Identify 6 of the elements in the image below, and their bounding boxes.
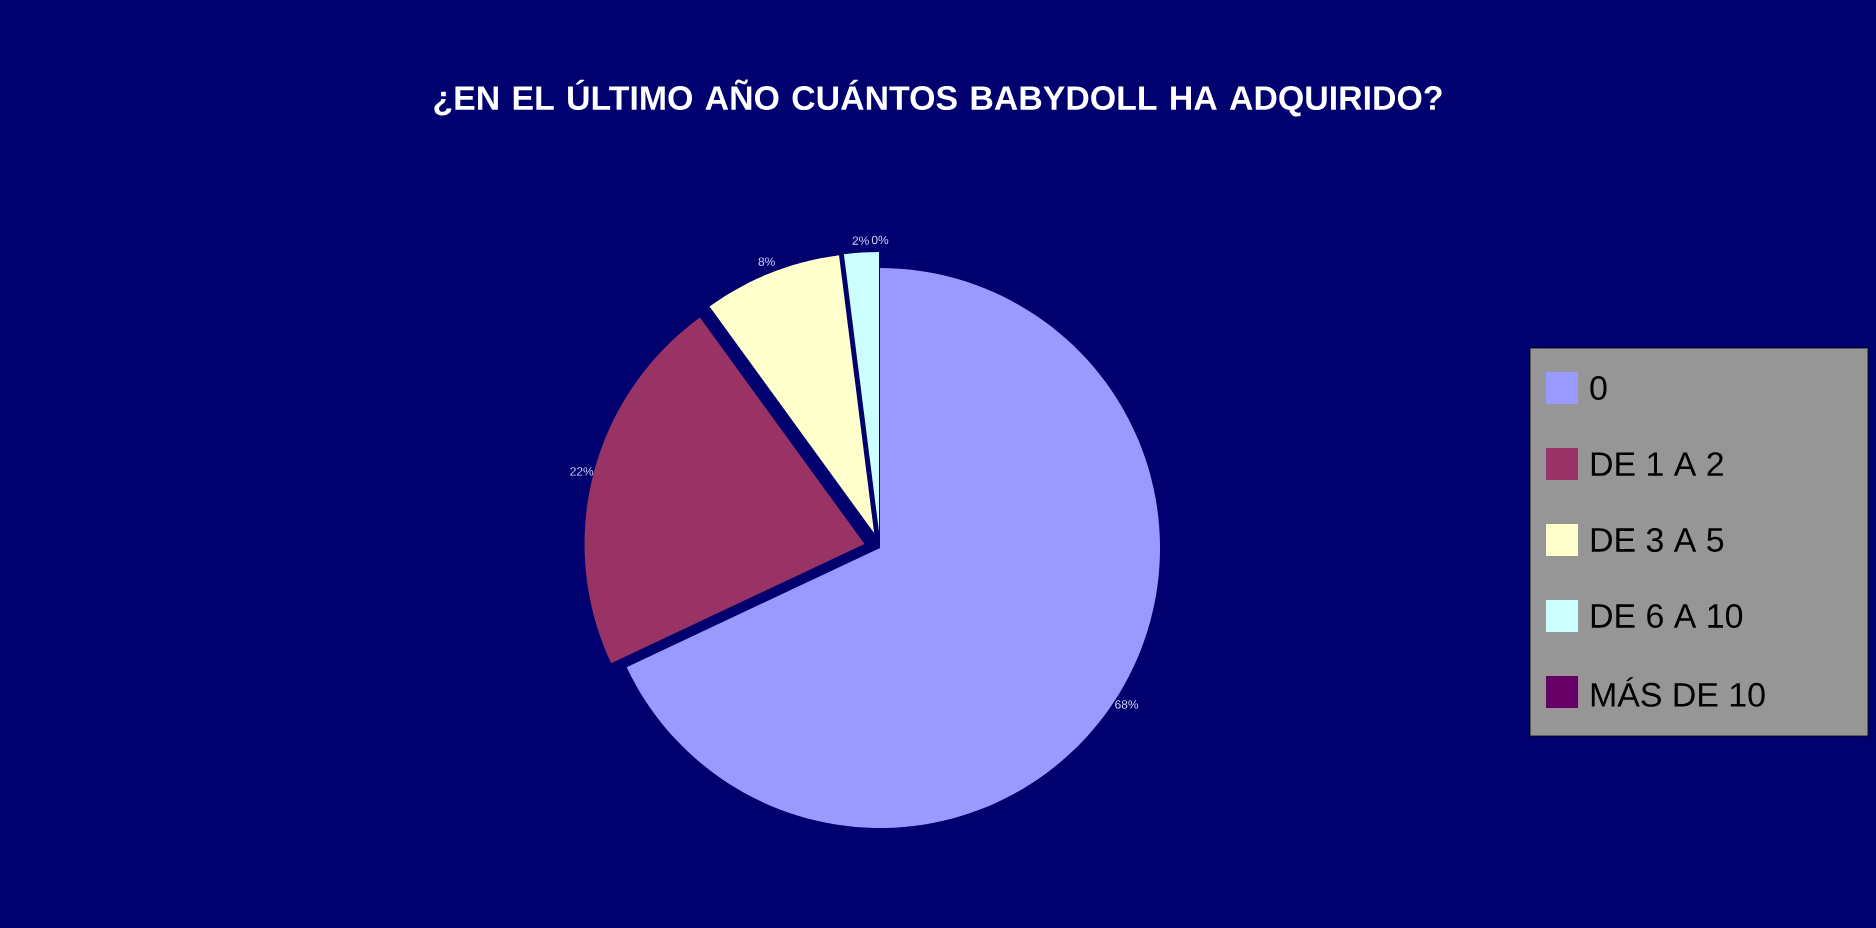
legend-label: DE 3 A 5 bbox=[1591, 528, 1724, 552]
legend-label: 0 bbox=[1590, 376, 1607, 400]
legend-label: DE 6 A 10 bbox=[1591, 604, 1743, 628]
legend-label: MÁS DE 10 bbox=[1591, 677, 1765, 707]
chart-title: ¿EN EL ÚLTIMO AÑO CUÁNTOS BABYDOLL HA ADQUIRIDO? bbox=[434, 79, 1442, 117]
legend-label: DE 1 A 2 bbox=[1591, 452, 1723, 476]
